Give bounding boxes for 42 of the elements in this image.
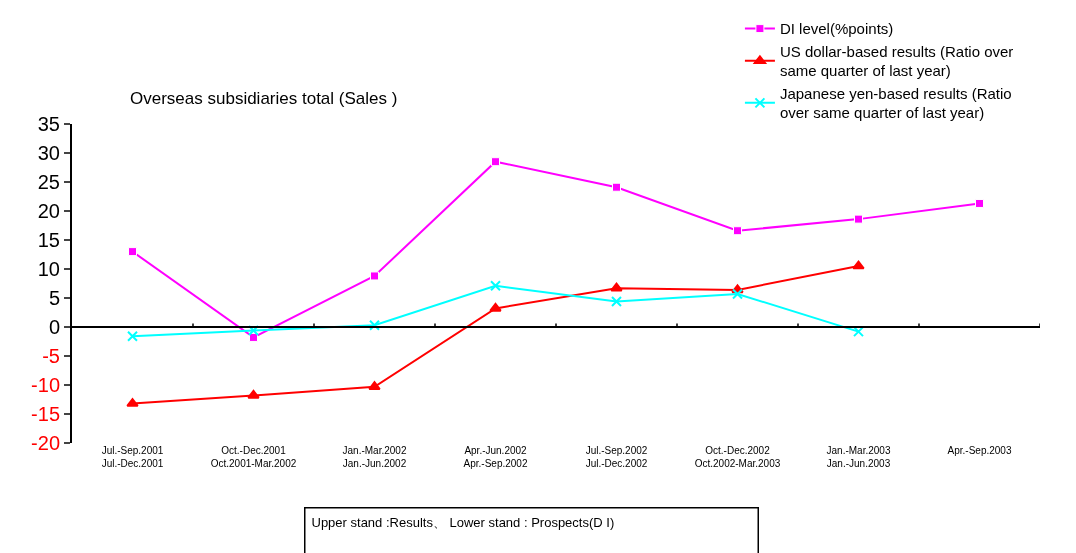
x-tick-label: Oct.-Dec.2002 Oct.2002-Mar.2003 <box>694 445 781 469</box>
y-tick-label: 0 <box>48 316 60 338</box>
x-tick-label: Jan.-Mar.2003 Jan.-Jun.2003 <box>826 445 891 469</box>
point <box>854 214 863 224</box>
y-tick-label: -15 <box>31 403 60 425</box>
point <box>610 282 623 292</box>
y-tick-label: 15 <box>37 229 60 251</box>
point <box>370 271 379 281</box>
point <box>489 302 502 312</box>
x-tick-label: Jan.-Mar.2002 Jan.-Jun.2002 <box>342 445 407 469</box>
point <box>248 324 259 336</box>
y-tick-label: 30 <box>37 142 60 164</box>
legend-label: DI level(%points) <box>779 20 894 38</box>
point <box>247 389 260 399</box>
y-tick-label: 20 <box>37 200 60 222</box>
x-tick-label: Apr.-Sep.2003 <box>947 445 1012 456</box>
point <box>490 280 501 292</box>
y-tick-label: 5 <box>48 287 60 309</box>
legend-label: US dollar-based results (Ratio over same quarter of last year) <box>779 42 1014 80</box>
x-tick-label: Jul.-Sep.2001 Jul.-Dec.2001 <box>101 445 164 469</box>
point <box>128 247 137 257</box>
text: Upper stand :Results、 Lower stand : Prospects(D I) <box>311 514 615 530</box>
y-tick-label: 25 <box>37 171 60 193</box>
y-tick-label: 35 <box>37 113 60 135</box>
legend-label: Japanese yen-based results (Ratio over same quarter of last year) <box>779 84 1012 122</box>
x-tick-label: Oct.-Dec.2001 Oct.2001-Mar.2002 <box>210 445 297 469</box>
x-tick-label: Apr.-Jun.2002 Apr.-Sep.2002 <box>463 445 528 469</box>
y-tick-label: 10 <box>37 258 60 280</box>
point <box>127 330 138 342</box>
y-tick-label: -10 <box>31 374 60 396</box>
point <box>733 226 742 236</box>
point <box>975 198 984 208</box>
point <box>491 157 500 167</box>
y-tick-label: -5 <box>42 345 60 367</box>
point <box>732 288 743 300</box>
y-tick-label: -20 <box>31 432 60 454</box>
point <box>369 319 380 331</box>
point <box>611 295 622 307</box>
x-tick-label: Jul.-Sep.2002 Jul.-Dec.2002 <box>585 445 648 469</box>
chart-title: Overseas subsidiaries total (Sales ) <box>130 88 398 108</box>
point <box>852 260 865 270</box>
point <box>612 182 621 192</box>
